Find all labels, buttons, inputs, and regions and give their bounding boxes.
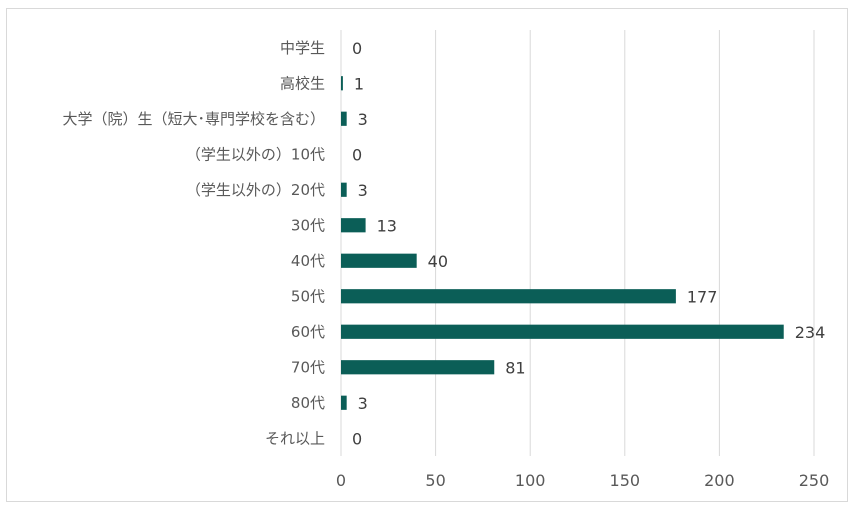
data-label: 0: [352, 145, 362, 164]
bar: [341, 76, 343, 91]
x-tick-label: 0: [336, 471, 346, 490]
data-label: 13: [377, 216, 397, 235]
bar: [341, 253, 417, 268]
bars: [341, 76, 784, 410]
category-label: （学生以外の）20代: [186, 181, 325, 199]
bar: [341, 182, 347, 197]
category-label: （学生以外の）10代: [186, 145, 325, 163]
bar: [341, 324, 784, 339]
data-label: 0: [352, 39, 362, 58]
category-label: 50代: [291, 287, 325, 305]
category-label: 高校生: [280, 74, 325, 92]
bar: [341, 360, 495, 375]
data-label: 40: [428, 252, 448, 271]
data-label: 0: [352, 429, 362, 448]
x-tick-label: 150: [610, 471, 641, 490]
category-label: 40代: [291, 252, 325, 270]
x-tick-label: 100: [515, 471, 546, 490]
data-label: 177: [687, 287, 718, 306]
bar: [341, 289, 676, 304]
chart-frame: [6, 8, 848, 502]
bar: [341, 218, 366, 233]
data-label: 3: [358, 181, 368, 200]
data-label: 81: [505, 358, 525, 377]
data-label: 3: [358, 394, 368, 413]
bar: [341, 111, 347, 126]
x-tick-label: 50: [425, 471, 445, 490]
x-tick-label: 200: [704, 471, 735, 490]
gridlines: [340, 30, 815, 456]
category-label: 70代: [291, 358, 325, 376]
category-label: 中学生: [280, 39, 325, 57]
category-label: 80代: [291, 394, 325, 412]
bar: [341, 395, 347, 410]
category-label: 60代: [291, 323, 325, 341]
data-label: 234: [795, 323, 826, 342]
data-label: 3: [358, 110, 368, 129]
category-label: それ以上: [265, 429, 325, 447]
x-tick-labels: 0 50 100 150 200 250: [336, 471, 829, 490]
x-tick-label: 250: [799, 471, 830, 490]
category-label: 30代: [291, 216, 325, 234]
data-label: 1: [354, 74, 364, 93]
category-label: 大学（院）生（短大･専門学校を含む）: [62, 110, 325, 128]
